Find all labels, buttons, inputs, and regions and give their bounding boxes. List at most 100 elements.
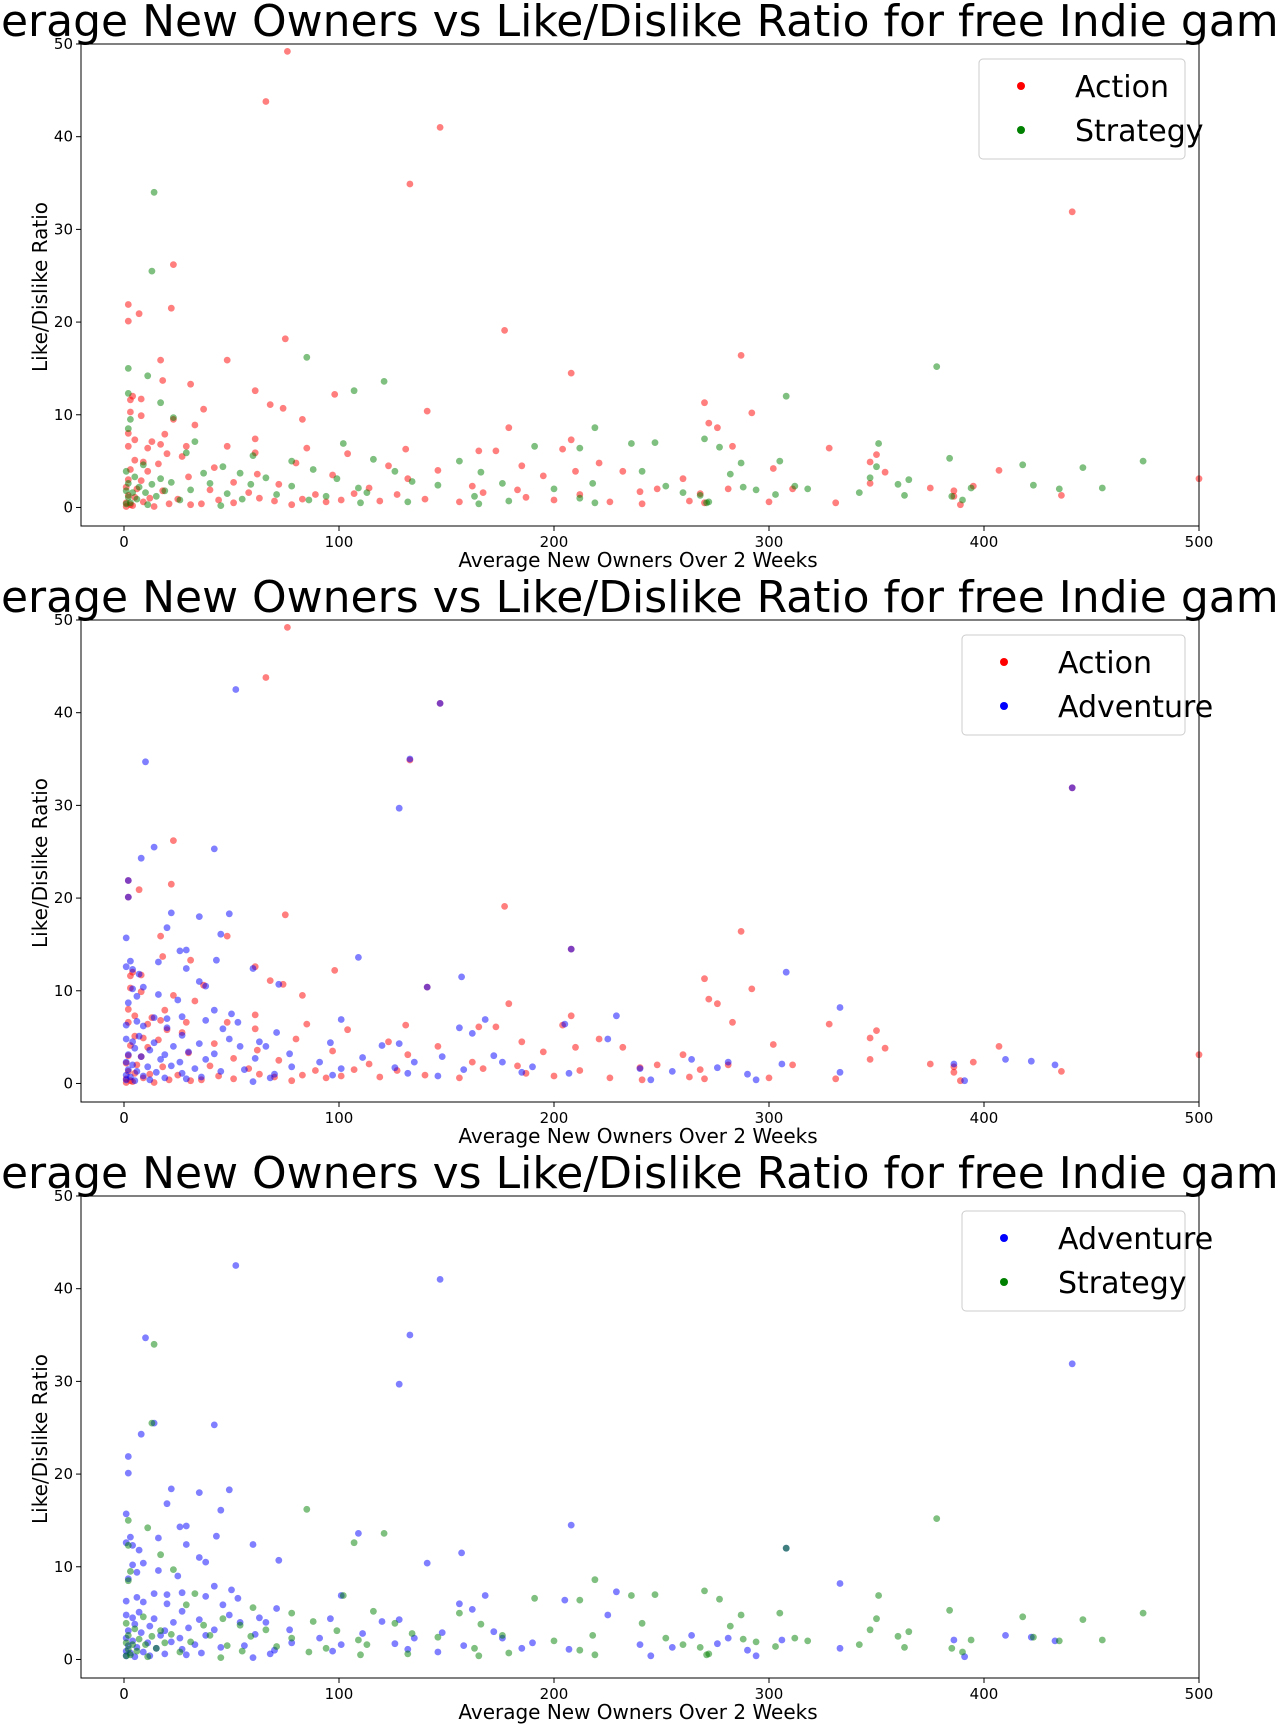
data-point [873, 451, 880, 458]
data-point [236, 469, 244, 477]
data-point [1027, 1057, 1035, 1065]
data-point [959, 1648, 966, 1656]
data-point [391, 467, 399, 475]
data-point [606, 498, 614, 506]
data-point [124, 493, 132, 501]
data-point [161, 1639, 169, 1647]
data-point [219, 1615, 227, 1623]
data-point [241, 1642, 248, 1649]
data-point [137, 854, 145, 862]
data-point [150, 503, 158, 510]
data-point [894, 480, 902, 488]
data-point [288, 501, 296, 509]
data-point [124, 425, 132, 433]
data-point [1068, 208, 1076, 216]
y-tick-label: 40 [54, 128, 73, 146]
x-tick-label: 0 [119, 533, 129, 551]
data-point [129, 1061, 137, 1069]
data-point [873, 1615, 880, 1623]
data-point [159, 377, 167, 384]
data-point [126, 972, 134, 980]
data-point [651, 1591, 659, 1598]
data-point [217, 502, 225, 509]
data-point [933, 363, 941, 370]
data-point [744, 1070, 751, 1078]
data-point [271, 497, 278, 505]
plot-area: 0 100 200 300 400 500 0 10 20 30 40 50 Action Adventu… [54, 611, 1213, 1127]
y-tick-label: 20 [54, 1465, 73, 1483]
data-point [170, 414, 177, 421]
data-point [131, 1012, 139, 1020]
data-point [729, 1018, 736, 1026]
data-point [288, 1639, 296, 1647]
data-point [223, 490, 231, 497]
data-point [144, 501, 152, 509]
data-point [518, 462, 526, 470]
x-tick-label: 400 [970, 1109, 999, 1127]
data-point [1002, 1056, 1009, 1063]
data-point [299, 495, 306, 503]
data-point [380, 1530, 388, 1537]
chart-panel-1: Average New Owners vs Like/Dislike Ratio… [0, 0, 1277, 575]
data-point [251, 1025, 259, 1033]
data-point [219, 1025, 227, 1033]
data-point [716, 443, 723, 451]
data-point [376, 1073, 384, 1081]
data-point [249, 1078, 257, 1085]
data-point [167, 1485, 175, 1493]
data-point [182, 1541, 190, 1548]
data-point [333, 1627, 341, 1635]
data-point [275, 480, 283, 488]
data-point [124, 480, 132, 487]
data-point [223, 356, 231, 364]
y-axis-label: Like/Dislike Ratio [28, 778, 52, 948]
data-point [279, 404, 287, 412]
data-point [210, 845, 218, 853]
data-point [122, 467, 130, 475]
data-point [191, 438, 199, 445]
series-strategy [122, 188, 1147, 509]
data-point [305, 1648, 313, 1656]
data-point [881, 1044, 889, 1052]
data-point [647, 1076, 655, 1084]
data-point [284, 48, 291, 55]
data-point [344, 450, 351, 458]
data-point [225, 1611, 233, 1619]
data-point [185, 1048, 192, 1056]
data-point [701, 435, 708, 443]
data-point [144, 1063, 152, 1071]
data-point [195, 1040, 203, 1047]
legend-label: Adventure [1058, 690, 1213, 725]
data-point [866, 1626, 874, 1634]
data-point [286, 1050, 293, 1058]
data-point [748, 409, 756, 417]
data-point [161, 1006, 169, 1014]
data-point [948, 1644, 956, 1652]
data-point [230, 1055, 238, 1062]
data-point [266, 1074, 274, 1082]
data-point [139, 1648, 147, 1656]
data-point [567, 1012, 575, 1020]
data-point [223, 442, 231, 450]
data-point [350, 1066, 358, 1073]
data-point [946, 454, 953, 462]
data-point [576, 1596, 584, 1604]
data-point [355, 1530, 362, 1537]
data-point [150, 843, 158, 851]
data-point [122, 1639, 130, 1647]
data-point [1051, 1061, 1059, 1069]
data-point [256, 1070, 263, 1078]
data-point [628, 440, 635, 447]
data-point [146, 1046, 154, 1054]
data-point [234, 1594, 242, 1602]
data-point [139, 1022, 147, 1030]
data-point [505, 1000, 513, 1008]
data-point [385, 462, 392, 470]
data-point [305, 496, 313, 504]
data-point [262, 98, 270, 105]
data-point [144, 1524, 152, 1532]
data-point [126, 1568, 134, 1575]
data-point [288, 482, 296, 490]
data-point [150, 1039, 158, 1047]
data-point [241, 1066, 248, 1073]
